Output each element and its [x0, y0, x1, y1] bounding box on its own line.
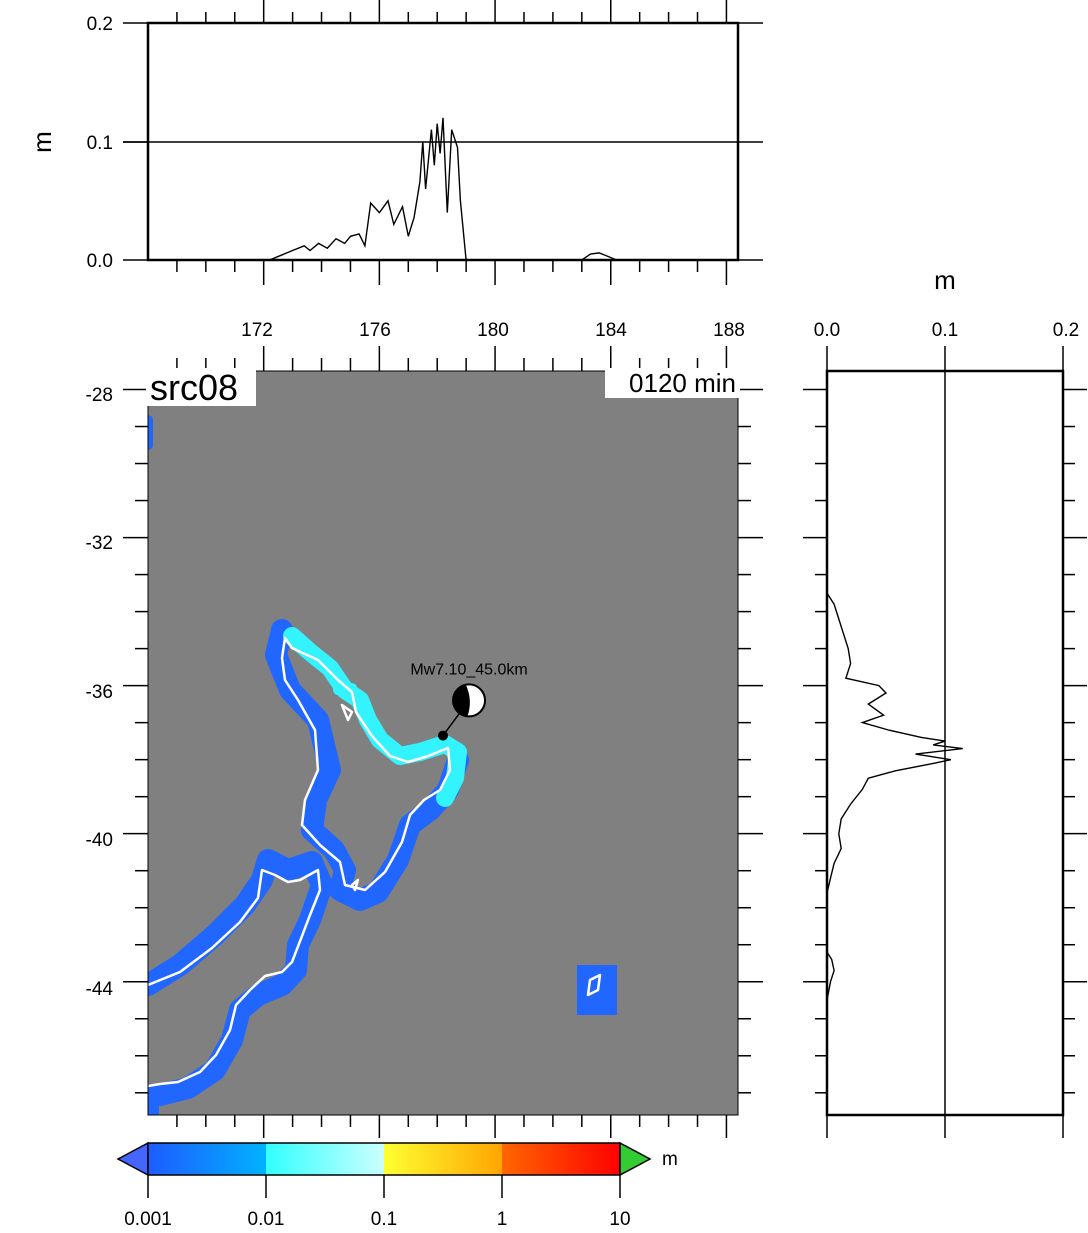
colorbar-segment — [266, 1143, 384, 1175]
top-y-tick-label: 0.2 — [87, 14, 113, 35]
time-label-box — [605, 368, 740, 398]
right-x-tick-label: 0.2 — [1053, 320, 1079, 341]
map-frame — [147, 370, 739, 1116]
colorbar-segment — [148, 1143, 266, 1175]
colorbar-unit-label: m — [662, 1149, 678, 1170]
lat-tick-label: -44 — [86, 979, 114, 1000]
epicenter-marker — [438, 730, 448, 741]
colorbar-tick-label: 0.1 — [371, 1209, 397, 1230]
right-x-ticks: 0.0 0.1 0.2 — [814, 320, 1079, 1138]
right-profile-panel: 0.0 0.1 0.2 m — [803, 265, 1087, 1138]
colorbar-tick-label: 1 — [497, 1209, 508, 1230]
colorbar-segment — [502, 1143, 620, 1175]
lon-tick-label: 180 — [477, 320, 509, 341]
epicenter-label: Mw7.10_45.0km — [410, 661, 527, 678]
map-x-ticks — [176, 346, 728, 1138]
lat-tick-label: -32 — [86, 533, 113, 554]
map-y-ticks — [123, 388, 763, 1094]
colorbar: 0.001 0.01 0.1 1 10 m — [116, 1141, 678, 1230]
right-profile-line — [826, 592, 963, 1001]
wave-height-band-mid — [283, 627, 467, 807]
right-x-tick-label: 0.0 — [814, 320, 840, 341]
focal-mechanism-beachball-icon — [452, 683, 487, 718]
colorbar-tick-label: 0.001 — [124, 1209, 172, 1230]
source-label: src08 — [150, 367, 238, 408]
latitude-tick-labels: -28 -32 -36 -40 -44 — [86, 385, 114, 1000]
right-x-axis-label: m — [934, 265, 956, 295]
top-profile-line — [269, 117, 617, 261]
colorbar-tick-label: 0.01 — [248, 1209, 285, 1230]
top-x-ticks — [176, 0, 728, 285]
right-y-ticks — [803, 388, 1087, 1094]
coastline — [148, 636, 602, 1088]
right-x-tick-label: 0.1 — [932, 320, 958, 341]
map-content — [148, 415, 617, 1115]
longitude-tick-labels: 172 176 180 184 188 — [241, 320, 745, 341]
top-y-tick-label: 0.1 — [87, 133, 113, 154]
lon-tick-label: 188 — [713, 320, 745, 341]
colorbar-ticks — [147, 1175, 621, 1198]
top-y-axis-label: m — [27, 131, 57, 153]
lat-tick-label: -36 — [86, 682, 113, 703]
lon-tick-label: 176 — [359, 320, 391, 341]
top-y-ticks: 0.2 0.1 0.0 — [87, 14, 763, 272]
lat-tick-label: -40 — [86, 830, 113, 851]
source-label-box — [146, 368, 256, 406]
colorbar-under-triangle — [116, 1141, 149, 1177]
top-profile-panel: 0.2 0.1 0.0 m — [27, 0, 763, 285]
map-panel: src08 0120 min Mw7.10_45.0km -28 -32 -36… — [86, 346, 763, 1138]
colorbar-over-triangle — [619, 1141, 652, 1177]
colorbar-tick-label: 10 — [609, 1209, 630, 1230]
lon-tick-label: 184 — [595, 320, 627, 341]
lat-tick-label: -28 — [86, 385, 113, 406]
time-label: 0120 min — [629, 368, 736, 398]
top-y-tick-label: 0.0 — [87, 251, 113, 272]
colorbar-segment — [384, 1143, 502, 1175]
lon-tick-label: 172 — [241, 320, 273, 341]
